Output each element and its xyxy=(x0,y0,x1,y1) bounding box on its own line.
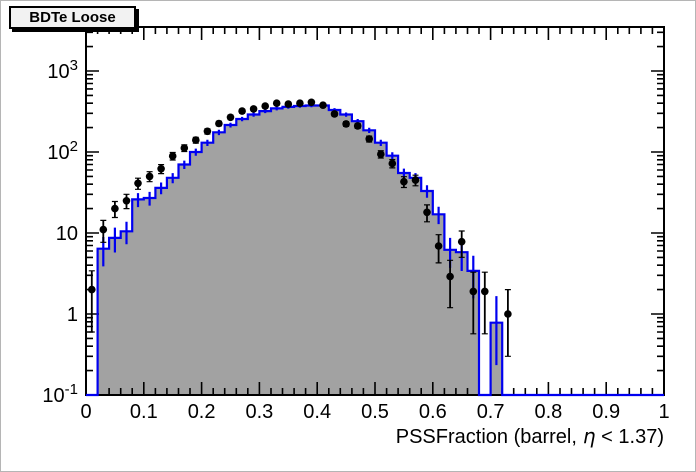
x-tick-label: 0.6 xyxy=(419,401,447,423)
x-tick-label: 0.9 xyxy=(592,401,620,423)
data-point xyxy=(423,208,431,217)
data-point xyxy=(249,105,258,113)
plot-title: BDTe Loose xyxy=(29,9,116,26)
x-axis-title-cut: < 1.37) xyxy=(595,426,664,448)
data-point xyxy=(111,204,119,213)
x-tick-label: 0.8 xyxy=(534,401,562,423)
data-point xyxy=(400,177,408,186)
x-tick-label: 1 xyxy=(658,401,669,423)
data-point xyxy=(157,165,165,173)
data-point xyxy=(353,122,362,130)
y-tick-label: 102 xyxy=(47,138,78,164)
data-point xyxy=(192,136,200,144)
data-point xyxy=(180,144,189,152)
data-point xyxy=(122,197,131,205)
data-point xyxy=(145,172,154,181)
data-point xyxy=(226,113,235,122)
data-point xyxy=(203,127,212,136)
data-point xyxy=(319,101,327,109)
data-point xyxy=(215,119,223,128)
data-point xyxy=(168,152,177,160)
data-point xyxy=(469,287,478,296)
y-tick-label: 10 xyxy=(56,223,78,245)
y-tick-label: 10-1 xyxy=(42,381,78,407)
data-point xyxy=(481,287,489,296)
data-point xyxy=(457,237,466,246)
plot-title-box: BDTe Loose xyxy=(9,6,136,29)
x-tick-label: 0.7 xyxy=(477,401,505,423)
data-point xyxy=(88,285,96,294)
data-point xyxy=(330,110,339,118)
x-axis-title-text: PSSFraction (barrel, xyxy=(395,426,577,448)
data-point xyxy=(272,99,281,107)
data-point xyxy=(307,98,316,107)
data-point xyxy=(377,150,385,158)
data-points xyxy=(88,98,512,318)
data-point xyxy=(296,99,304,107)
data-point xyxy=(261,102,270,110)
mc-histogram-fill xyxy=(86,105,664,395)
data-point xyxy=(446,272,454,281)
data-point xyxy=(411,176,420,184)
data-point xyxy=(342,120,350,128)
data-point xyxy=(434,242,443,250)
x-tick-label: 0.5 xyxy=(361,401,389,423)
data-point xyxy=(238,107,246,115)
eta-symbol: η xyxy=(582,424,596,448)
data-point xyxy=(365,135,374,143)
data-point xyxy=(99,225,108,234)
data-point xyxy=(134,179,142,188)
y-tick-label: 103 xyxy=(47,57,78,83)
data-point xyxy=(284,100,293,108)
data-point xyxy=(388,159,397,168)
x-tick-label: 0 xyxy=(80,401,91,423)
x-tick-label: 0.1 xyxy=(130,401,158,423)
y-tick-label: 1 xyxy=(67,304,78,326)
x-tick-label: 0.2 xyxy=(188,401,216,423)
x-tick-label: 0.4 xyxy=(303,401,331,423)
x-axis-title: PSSFraction (barrel, η < 1.37) xyxy=(396,424,664,449)
x-tick-label: 0.3 xyxy=(245,401,273,423)
data-point xyxy=(504,310,512,318)
